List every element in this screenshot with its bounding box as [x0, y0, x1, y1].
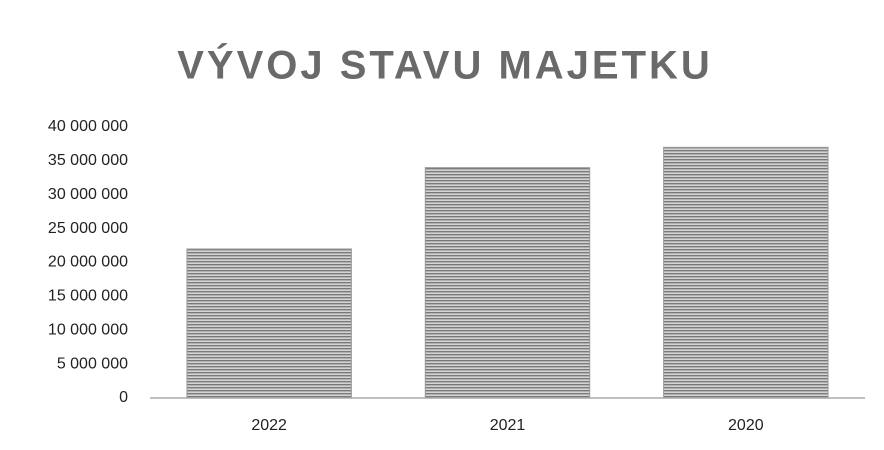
bar — [186, 248, 352, 399]
y-tick-label: 35 000 000 — [48, 152, 128, 169]
y-tick-label: 0 — [119, 389, 128, 406]
x-tick-label: 2021 — [490, 417, 526, 434]
x-tick-label: 2022 — [251, 417, 287, 434]
y-tick-label: 20 000 000 — [48, 254, 128, 271]
bar — [424, 167, 591, 399]
y-tick-label: 25 000 000 — [48, 220, 128, 237]
y-tick-label: 40 000 000 — [48, 118, 128, 135]
x-tick-label: 2020 — [728, 417, 764, 434]
bar — [663, 146, 829, 399]
y-tick-label: 30 000 000 — [48, 186, 128, 203]
chart-title: VÝVOJ STAVU MAJETKU — [177, 42, 713, 88]
y-tick-label: 5 000 000 — [57, 355, 128, 372]
y-tick-label: 10 000 000 — [48, 321, 128, 338]
y-tick-label: 15 000 000 — [48, 288, 128, 305]
